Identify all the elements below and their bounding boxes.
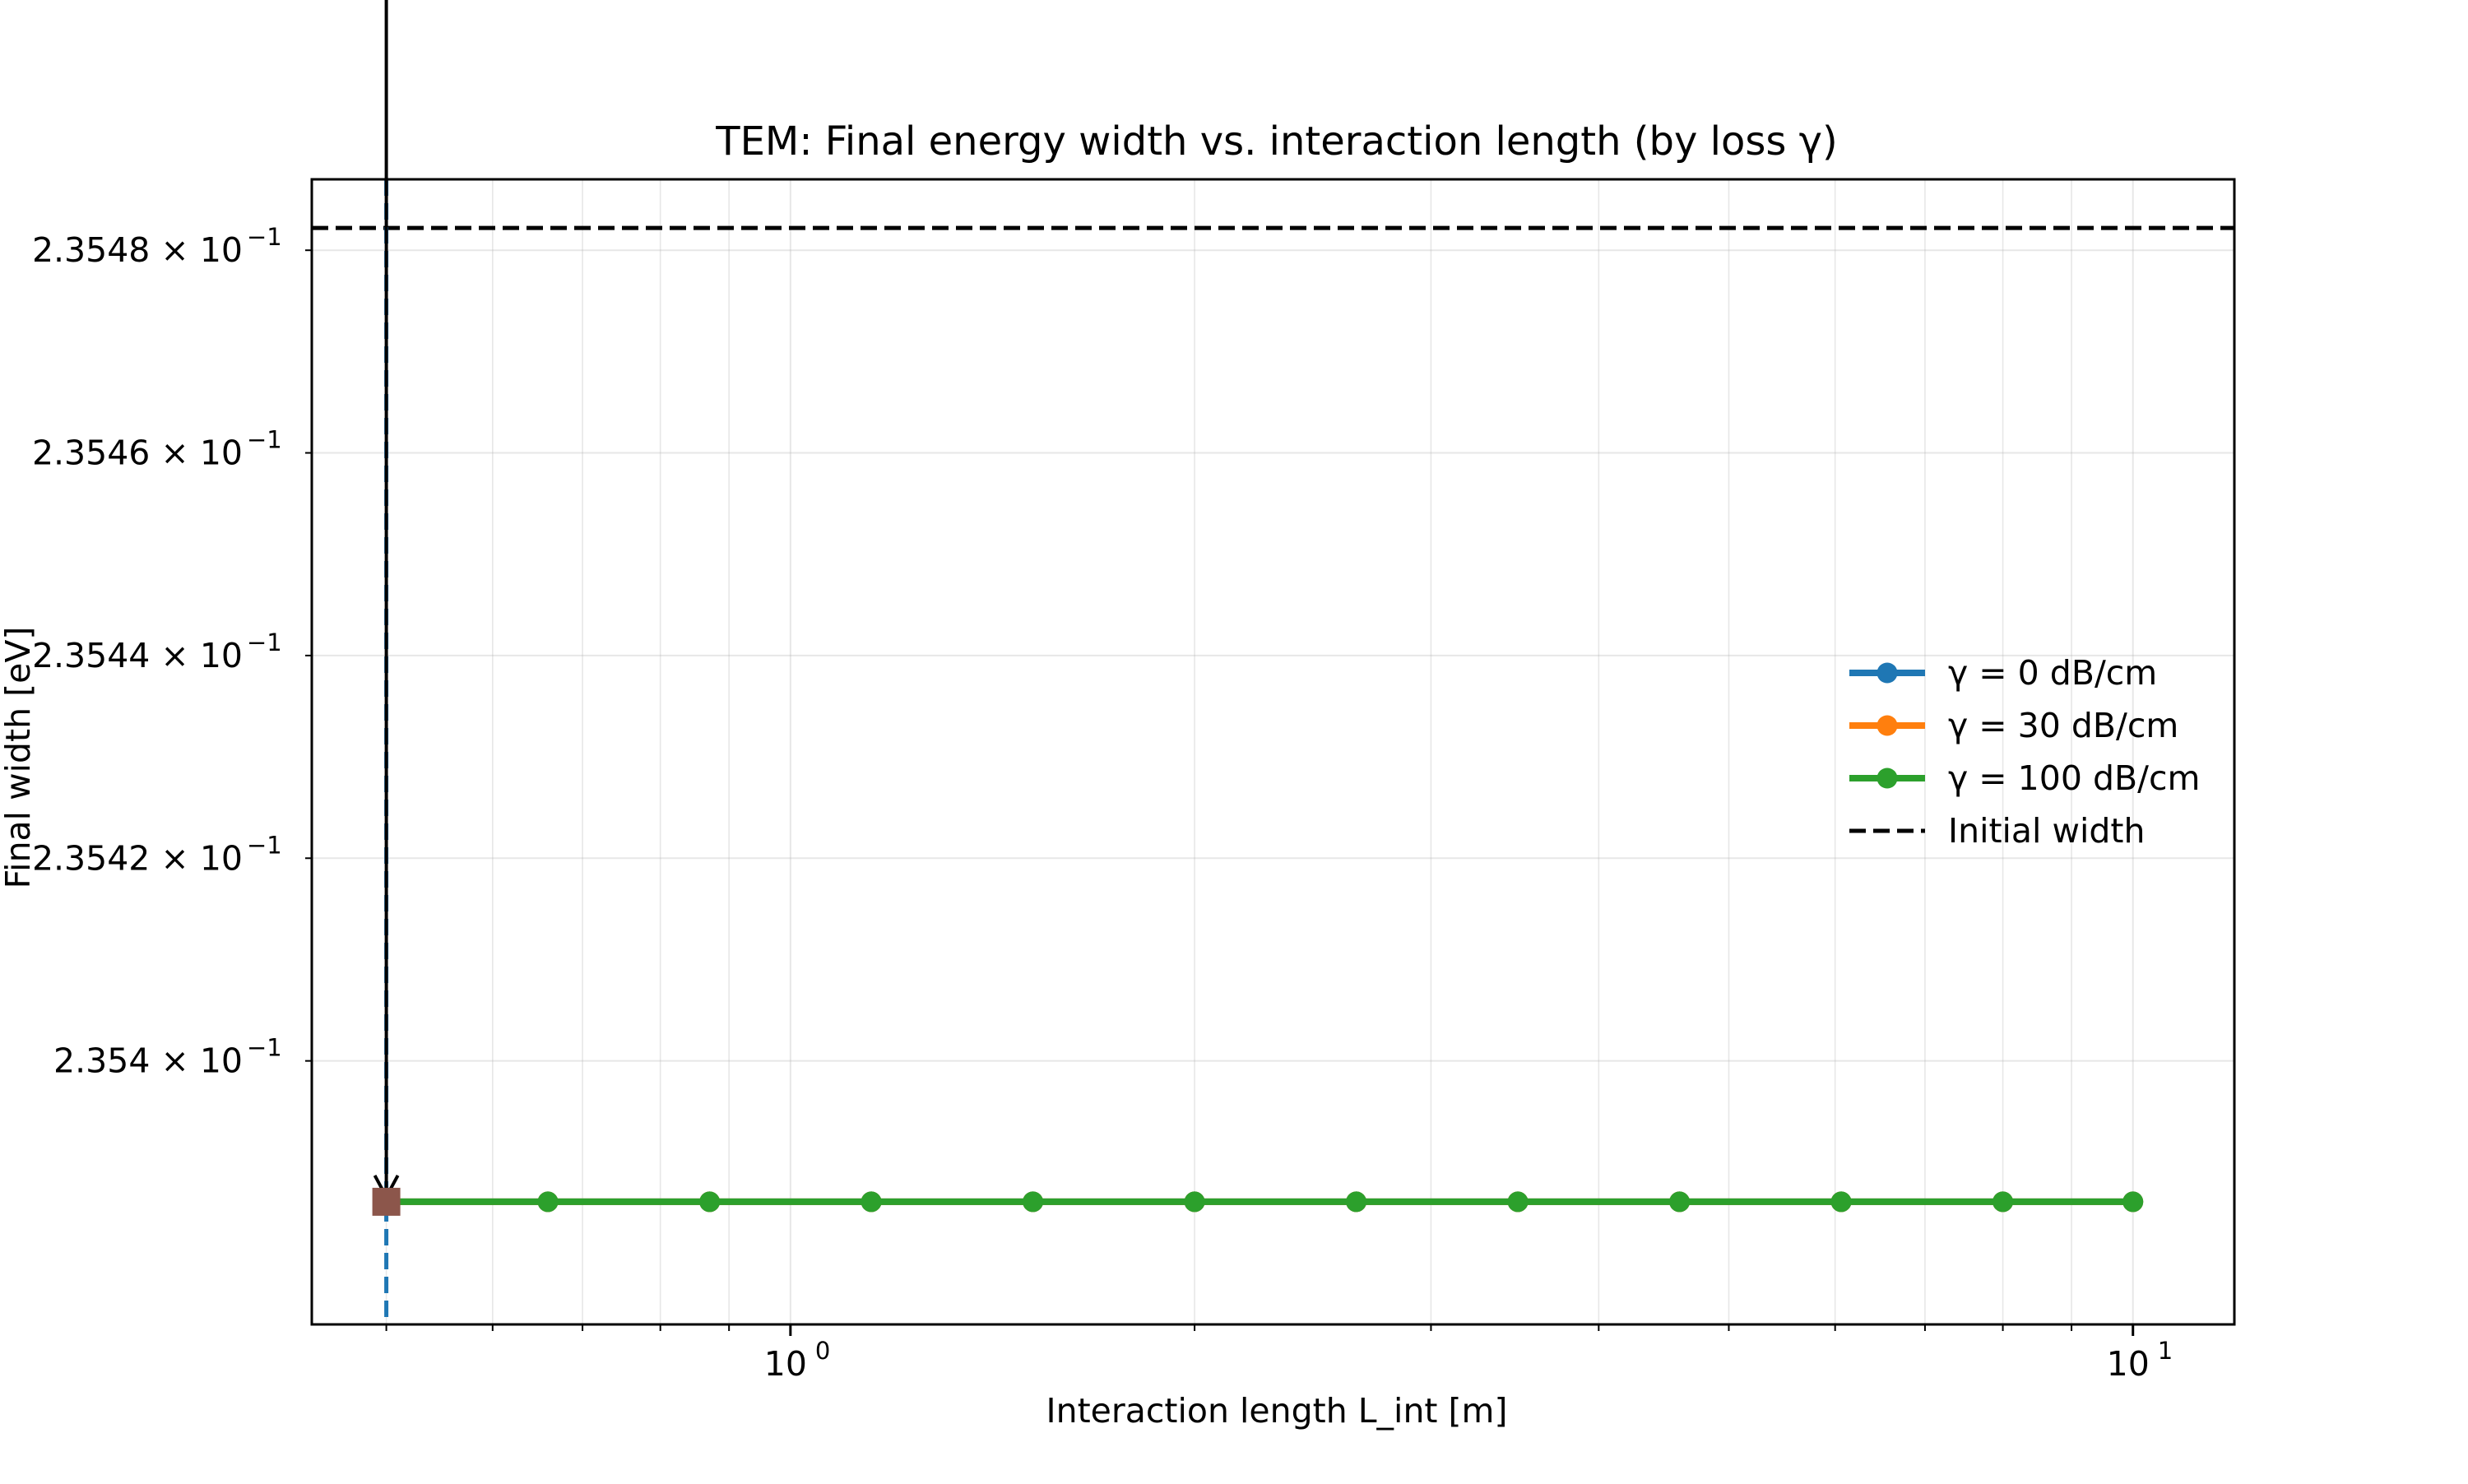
x-tick-exponent: 0 — [815, 1337, 830, 1365]
series-point-2 — [1992, 1191, 2014, 1213]
legend-marker — [1877, 715, 1898, 736]
legend-label: Initial width — [1948, 811, 2146, 851]
series-point-2 — [1669, 1191, 1691, 1213]
series-point-2 — [699, 1191, 721, 1213]
grid-lines — [312, 179, 2234, 1324]
series-point-2 — [1830, 1191, 1852, 1213]
series-point-2 — [2122, 1191, 2144, 1213]
legend: γ = 0 dB/cm γ = 30 dB/cm γ = 100 dB/cm Init… — [1849, 653, 2200, 851]
series-point-2 — [537, 1191, 559, 1213]
x-axis-label: Interaction length L_int [m] — [1046, 1391, 1508, 1431]
y-tick-exponent: −1 — [247, 628, 282, 656]
highlight-square-marker — [372, 1187, 401, 1216]
y-tick-exponent: −1 — [247, 831, 282, 859]
x-tick-exponent: 1 — [2158, 1337, 2173, 1365]
series-point-2 — [1023, 1191, 1044, 1213]
series-point-2 — [1346, 1191, 1367, 1213]
annotations — [372, 0, 401, 1216]
legend-marker — [1877, 662, 1898, 684]
series-point-2 — [1184, 1191, 1205, 1213]
reference-lines — [312, 179, 2234, 1324]
series-lines — [376, 1191, 2144, 1213]
series-point-2 — [1507, 1191, 1529, 1213]
y-tick-label: 2.3548 × 10 — [32, 230, 243, 270]
y-tick-exponent: −1 — [247, 223, 282, 251]
y-tick-label: 2.3544 × 10 — [32, 636, 243, 675]
axis-ticks: 10 0 10 12.354 × 10 −12.3542 × 10 −12.3544 × … — [32, 223, 2173, 1384]
chart-title: TEM: Final energy width vs. interaction … — [715, 118, 1837, 165]
legend-label: γ = 0 dB/cm — [1948, 653, 2157, 693]
y-tick-exponent: −1 — [247, 426, 282, 454]
y-tick-label: 2.354 × 10 — [53, 1041, 243, 1081]
x-tick-label: 10 — [764, 1344, 807, 1384]
y-axis-label: Final width [eV] — [0, 627, 38, 889]
legend-label: γ = 100 dB/cm — [1948, 758, 2200, 798]
x-tick-label: 10 — [2107, 1344, 2150, 1384]
legend-label: γ = 30 dB/cm — [1948, 706, 2178, 745]
plot-frame — [310, 178, 2236, 1326]
legend-marker — [1877, 768, 1898, 789]
series-point-2 — [861, 1191, 882, 1213]
y-tick-exponent: −1 — [247, 1034, 282, 1062]
y-tick-label: 2.3542 × 10 — [32, 838, 243, 878]
y-tick-label: 2.3546 × 10 — [32, 434, 243, 473]
